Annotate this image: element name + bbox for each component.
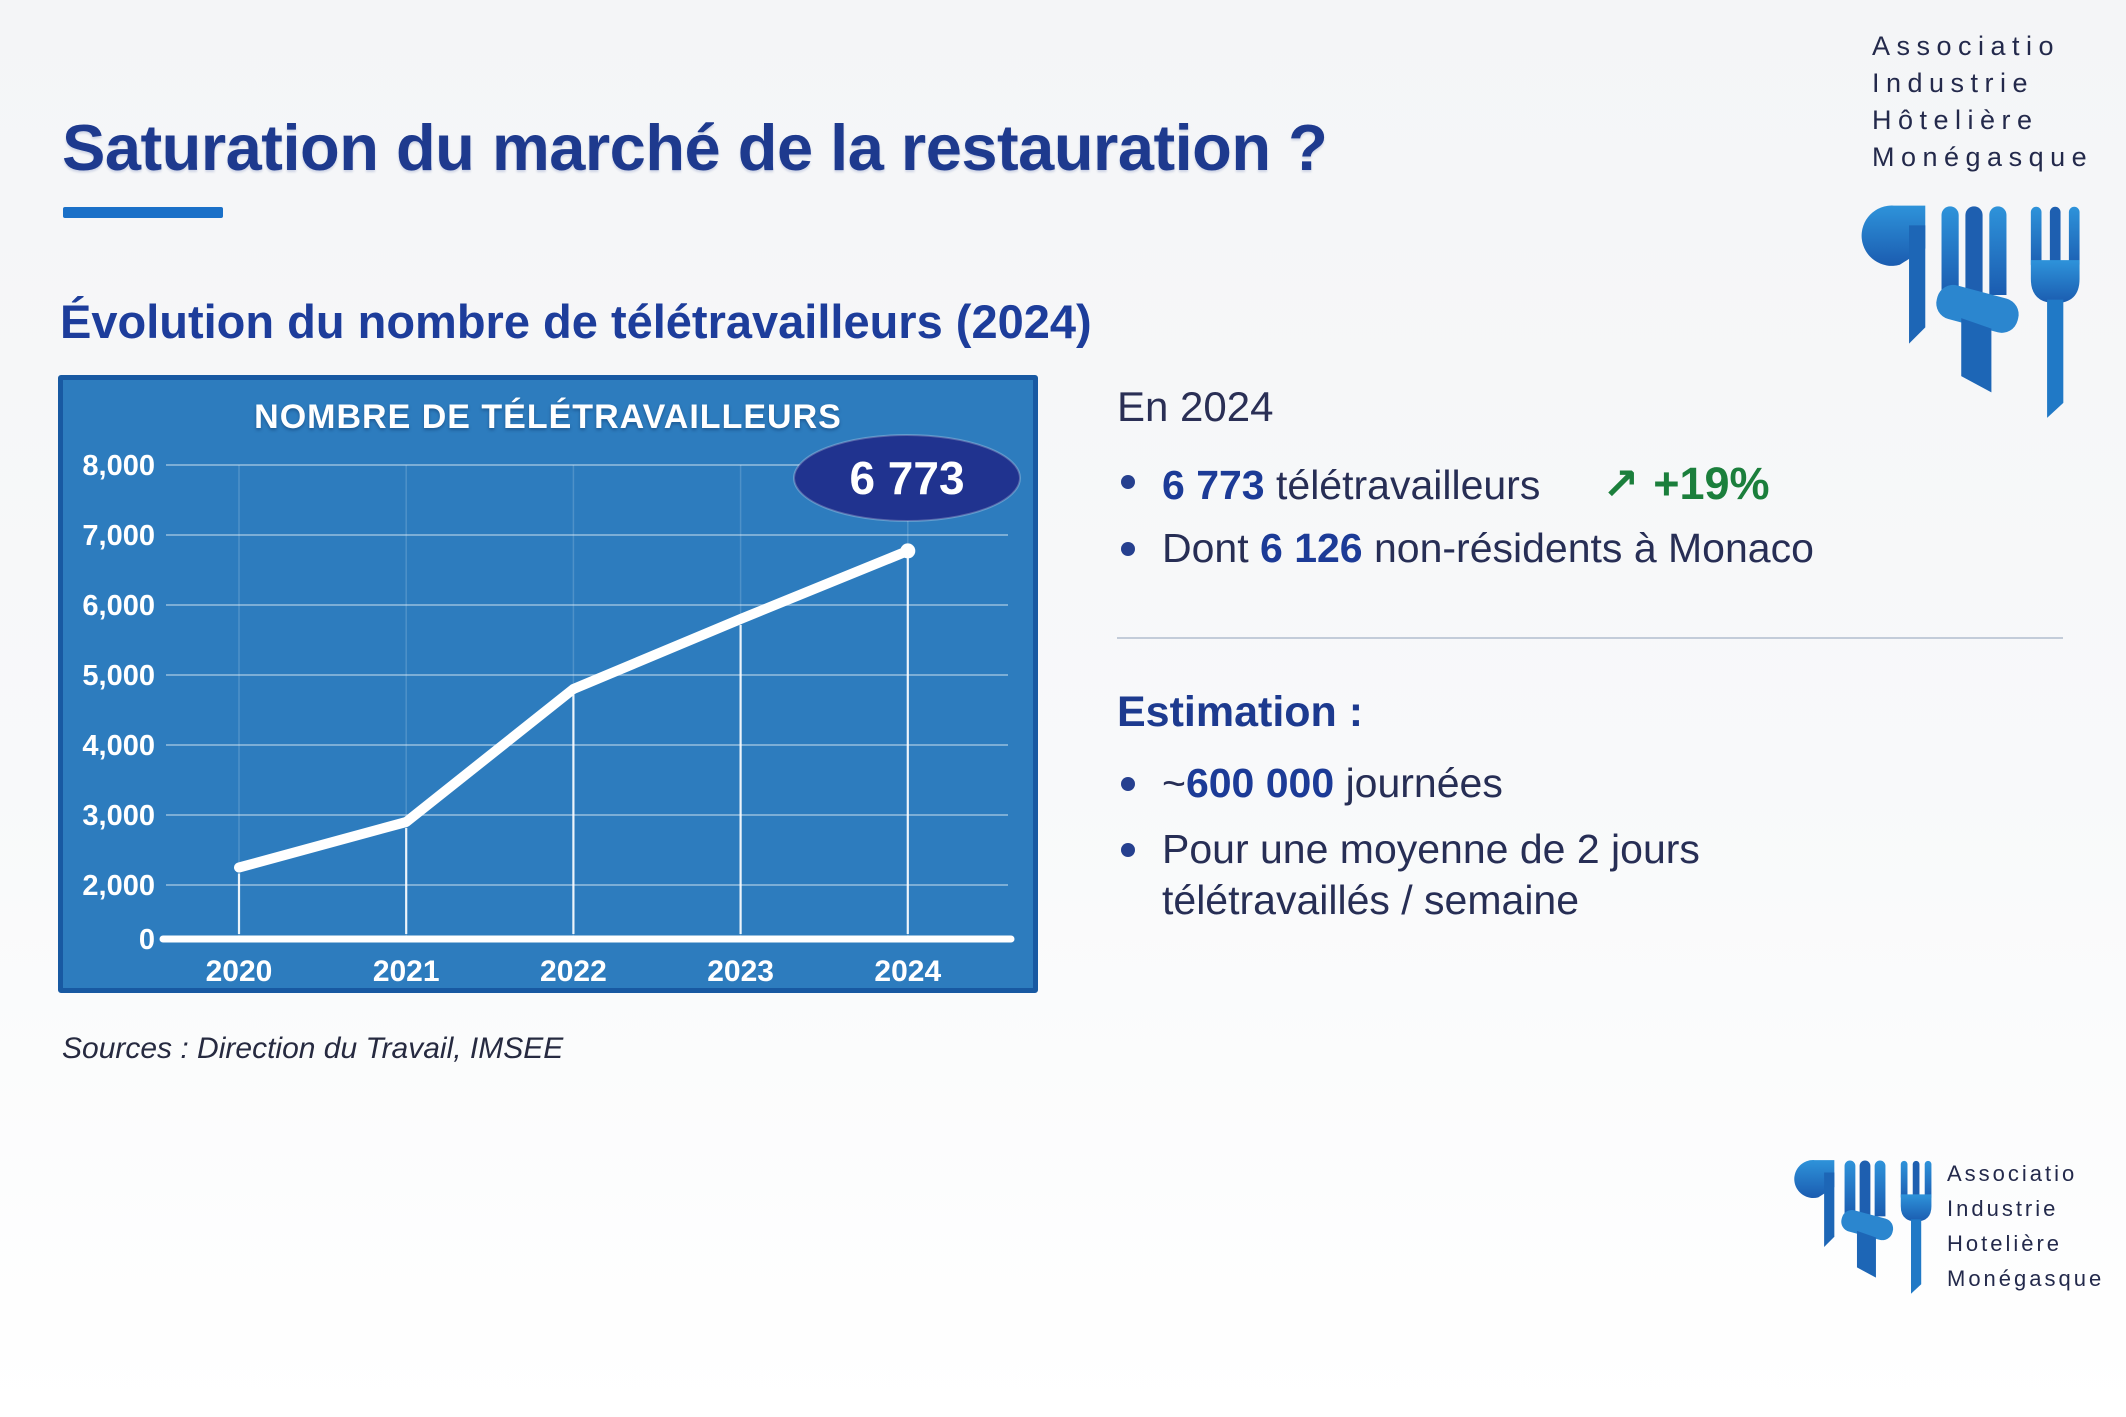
days-rest: journées — [1334, 760, 1503, 806]
aihm-logo-icon — [1861, 205, 2080, 418]
y-tick-label: 7,000 — [82, 520, 155, 552]
en-2024-heading: En 2024 — [1117, 383, 1274, 430]
growth-arrow-icon: ↗ — [1602, 459, 1640, 510]
y-tick-label: 6,000 — [82, 590, 155, 622]
non-residents-pre: Dont — [1162, 525, 1260, 571]
days-text: ~600 000 journées — [1162, 758, 1503, 809]
value-badge-label: 6 773 — [849, 452, 964, 504]
value-badge — [793, 434, 1021, 522]
y-tick-label: 0 — [139, 924, 155, 956]
growth-value: +19% — [1653, 458, 1770, 509]
non-residents-rest: non-résidents à Monaco — [1362, 525, 1814, 571]
days-bullet: ~600 000 journées — [1121, 758, 1503, 809]
logo-text-line: Industrie — [1872, 68, 2035, 98]
y-tick-label: 4,000 — [82, 730, 155, 762]
section-subtitle: Évolution du nombre de télétravailleurs … — [60, 295, 1092, 348]
aihm-logo-bottom-text: Associatio Industrie Hotelière Monégasqu… — [1947, 1156, 2104, 1296]
logo-text-line: Hotelière — [1947, 1231, 2063, 1256]
title-underline — [63, 207, 223, 218]
non-residents-count: 6 126 — [1260, 525, 1363, 571]
bullet-dot — [1121, 542, 1135, 556]
x-tick-label: 2020 — [206, 955, 273, 988]
chart-canvas: 0 2,000 3,000 4,000 5,000 6,000 7,000 8,000 2020… — [82, 434, 1021, 988]
average-text: Pour une moyenne de 2 jours télétravaill… — [1162, 824, 1700, 927]
non-residents-bullet: Dont 6 126 non-résidents à Monaco — [1121, 523, 1814, 574]
non-residents-text: Dont 6 126 non-résidents à Monaco — [1162, 523, 1814, 574]
teleworkers-label: télétravailleurs — [1264, 462, 1541, 508]
section-divider — [1117, 637, 2063, 639]
y-tick-label: 3,000 — [82, 800, 155, 832]
last-point-marker — [900, 543, 916, 559]
teleworkers-bullet-text: 6 773 télétravailleurs ↗ +19% — [1162, 456, 1770, 512]
sources-note: Sources : Direction du Travail, IMSEE — [62, 1032, 564, 1065]
teleworkers-count: 6 773 — [1162, 462, 1265, 508]
aihm-logo-icon — [1794, 1160, 1932, 1294]
y-tick-label: 5,000 — [82, 660, 155, 692]
average-line-2: télétravaillés / semaine — [1162, 877, 1580, 924]
logo-text-line: Associatio — [1872, 31, 2061, 61]
x-tick-label: 2022 — [540, 955, 607, 988]
teleworkers-bullet: 6 773 télétravailleurs ↗ +19% — [1121, 456, 1770, 512]
x-tick-label: 2024 — [874, 955, 941, 988]
logo-text-line: Monégasque — [1872, 142, 2094, 172]
logo-text-line: Associatio — [1947, 1161, 2078, 1186]
aihm-logo-top-text: Associatio Industrie Hôtelière Monégasqu… — [1872, 28, 2093, 176]
x-tick-label: 2023 — [707, 955, 774, 988]
logo-text-line: Hôtelière — [1872, 105, 2039, 135]
bullet-dot — [1121, 843, 1135, 857]
bullet-dot — [1121, 475, 1135, 489]
average-bullet: Pour une moyenne de 2 jours télétravaill… — [1121, 824, 1700, 927]
bullet-dot — [1121, 777, 1135, 791]
logo-text-line: Industrie — [1947, 1196, 2059, 1221]
chart-title: NOMBRE DE TÉLÉTRAVAILLEURS — [254, 398, 842, 436]
days-count: 600 000 — [1185, 760, 1335, 806]
estimation-heading: Estimation : — [1117, 688, 1364, 736]
teleworkers-chart: 0 2,000 3,000 4,000 5,000 6,000 7,000 8,000 2020… — [58, 375, 1038, 993]
y-tick-label: 8,000 — [82, 450, 155, 482]
average-line-1: Pour une moyenne de 2 jours — [1162, 826, 1700, 872]
trend-line — [234, 545, 913, 873]
logo-text-line: Monégasque — [1947, 1266, 2105, 1291]
days-pre: ~ — [1162, 760, 1186, 806]
page-title: Saturation du marché de la restauration … — [62, 111, 1328, 184]
aihm-logo-bottom: Associatio Industrie Hotelière Monégasqu… — [1792, 1142, 2101, 1317]
y-tick-label: 2,000 — [82, 870, 155, 902]
x-tick-label: 2021 — [373, 955, 440, 988]
